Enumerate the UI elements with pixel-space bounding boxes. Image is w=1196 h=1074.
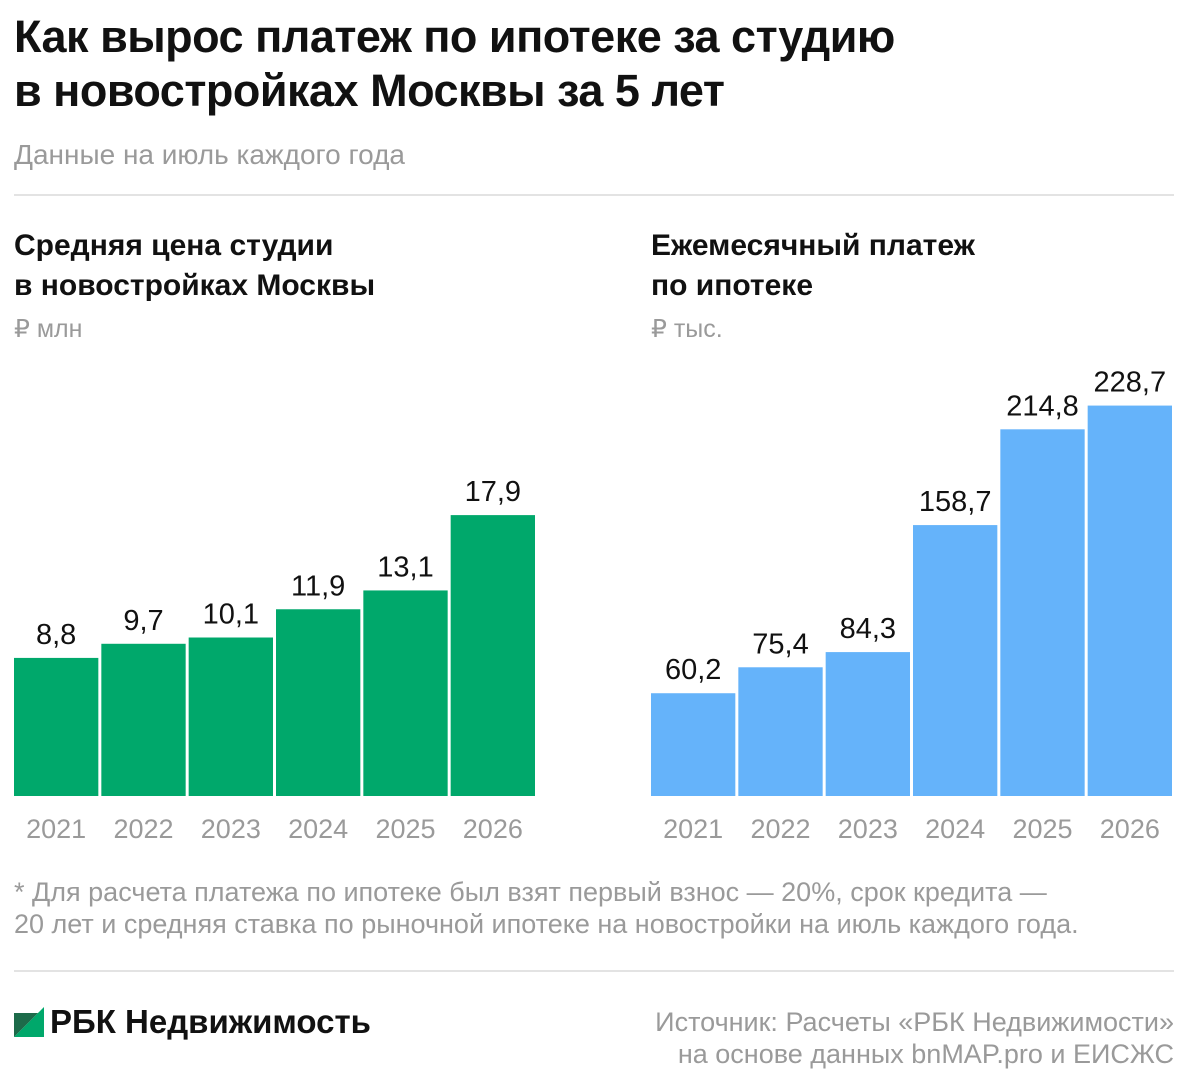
page-subtitle: Данные на июль каждого года (14, 139, 405, 170)
source-line-2: на основе данных bnMAP.pro и ЕИСЖС (677, 1039, 1174, 1069)
payment-x-tick-2026: 2026 (1100, 814, 1160, 844)
payment-bar-2025 (1000, 429, 1085, 796)
footnote-line-1: * Для расчета платежа по ипотеке был взя… (14, 877, 1047, 907)
payment-chart: Ежемесячный платеж по ипотеке ₽ тыс. 60,… (651, 226, 1181, 856)
page-title: Как вырос платеж по ипотеке за студию в … (14, 10, 1174, 118)
price-bar-2021 (14, 657, 99, 796)
payment-bar-2021 (651, 693, 736, 796)
payment-x-tick-2023: 2023 (838, 814, 898, 844)
rbc-logo-icon (14, 1007, 44, 1037)
price-value-label-2025: 13,1 (377, 551, 433, 583)
price-chart-plot: 8,8 2021 9,7 2022 10,1 2023 11,9 2024 13,1 2025 17… (14, 476, 535, 844)
price-chart-title: Средняя цена студии в новостройках Москв… (14, 226, 375, 306)
footnote-line-2: 20 лет и средняя ставка по рыночной ипот… (14, 909, 1079, 939)
price-chart-title-line-2: в новостройках Москвы (14, 269, 376, 302)
price-x-tick-2022: 2022 (113, 814, 173, 844)
payment-value-label-2026: 228,7 (1094, 367, 1167, 399)
price-value-label-2022: 9,7 (123, 605, 163, 637)
payment-chart-title: Ежемесячный платеж по ипотеке (651, 226, 975, 306)
price-chart-title-line-1: Средняя цена студии (14, 229, 334, 262)
payment-bar-2022 (738, 667, 823, 796)
price-chart-unit: ₽ млн (14, 315, 83, 343)
top-divider (14, 194, 1174, 196)
footnote: * Для расчета платежа по ипотеке был взя… (14, 876, 1184, 940)
brand: РБК Недвижимость (14, 1002, 371, 1042)
source-note: Источник: Расчеты «РБК Недвижимости» на … (655, 1006, 1174, 1070)
price-bar-2024 (276, 609, 361, 796)
payment-x-tick-2025: 2025 (1012, 814, 1072, 844)
source-line-1: Источник: Расчеты «РБК Недвижимости» (655, 1007, 1174, 1037)
price-value-label-2023: 10,1 (203, 599, 259, 631)
payment-bar-2023 (825, 652, 910, 796)
price-value-label-2026: 17,9 (465, 476, 521, 508)
payment-x-tick-2024: 2024 (925, 814, 985, 844)
price-x-tick-2026: 2026 (463, 814, 523, 844)
title-line-1: Как вырос платеж по ипотеке за студию (14, 11, 895, 62)
price-value-label-2024: 11,9 (291, 570, 345, 602)
payment-value-label-2022: 75,4 (752, 628, 808, 660)
payment-value-label-2023: 84,3 (840, 613, 896, 645)
title-line-2: в новостройках Москвы за 5 лет (14, 65, 725, 116)
payment-bar-2024 (913, 525, 998, 796)
payment-value-label-2021: 60,2 (665, 654, 721, 686)
payment-value-label-2024: 158,7 (919, 486, 992, 518)
price-bar-2025 (363, 590, 448, 796)
payment-x-tick-2021: 2021 (663, 814, 723, 844)
price-value-label-2021: 8,8 (36, 619, 76, 651)
payment-chart-title-line-1: Ежемесячный платеж (651, 229, 975, 262)
price-bar-2023 (188, 637, 273, 796)
price-x-tick-2025: 2025 (375, 814, 435, 844)
price-bar-2026 (450, 515, 535, 796)
payment-chart-title-line-2: по ипотеке (651, 269, 813, 302)
payment-chart-plot: 60,2 2021 75,4 2022 84,3 2023 158,7 2024 214,8 20… (651, 367, 1172, 844)
price-bar-2022 (101, 643, 186, 796)
payment-value-label-2025: 214,8 (1006, 390, 1079, 422)
price-x-tick-2024: 2024 (288, 814, 348, 844)
brand-name: РБК Недвижимость (50, 1003, 371, 1040)
payment-chart-unit: ₽ тыс. (651, 315, 723, 343)
price-x-tick-2021: 2021 (26, 814, 86, 844)
price-chart: Средняя цена студии в новостройках Москв… (14, 226, 544, 856)
price-x-tick-2023: 2023 (201, 814, 261, 844)
bottom-divider (14, 970, 1174, 972)
payment-bar-2026 (1087, 405, 1172, 796)
payment-x-tick-2022: 2022 (750, 814, 810, 844)
